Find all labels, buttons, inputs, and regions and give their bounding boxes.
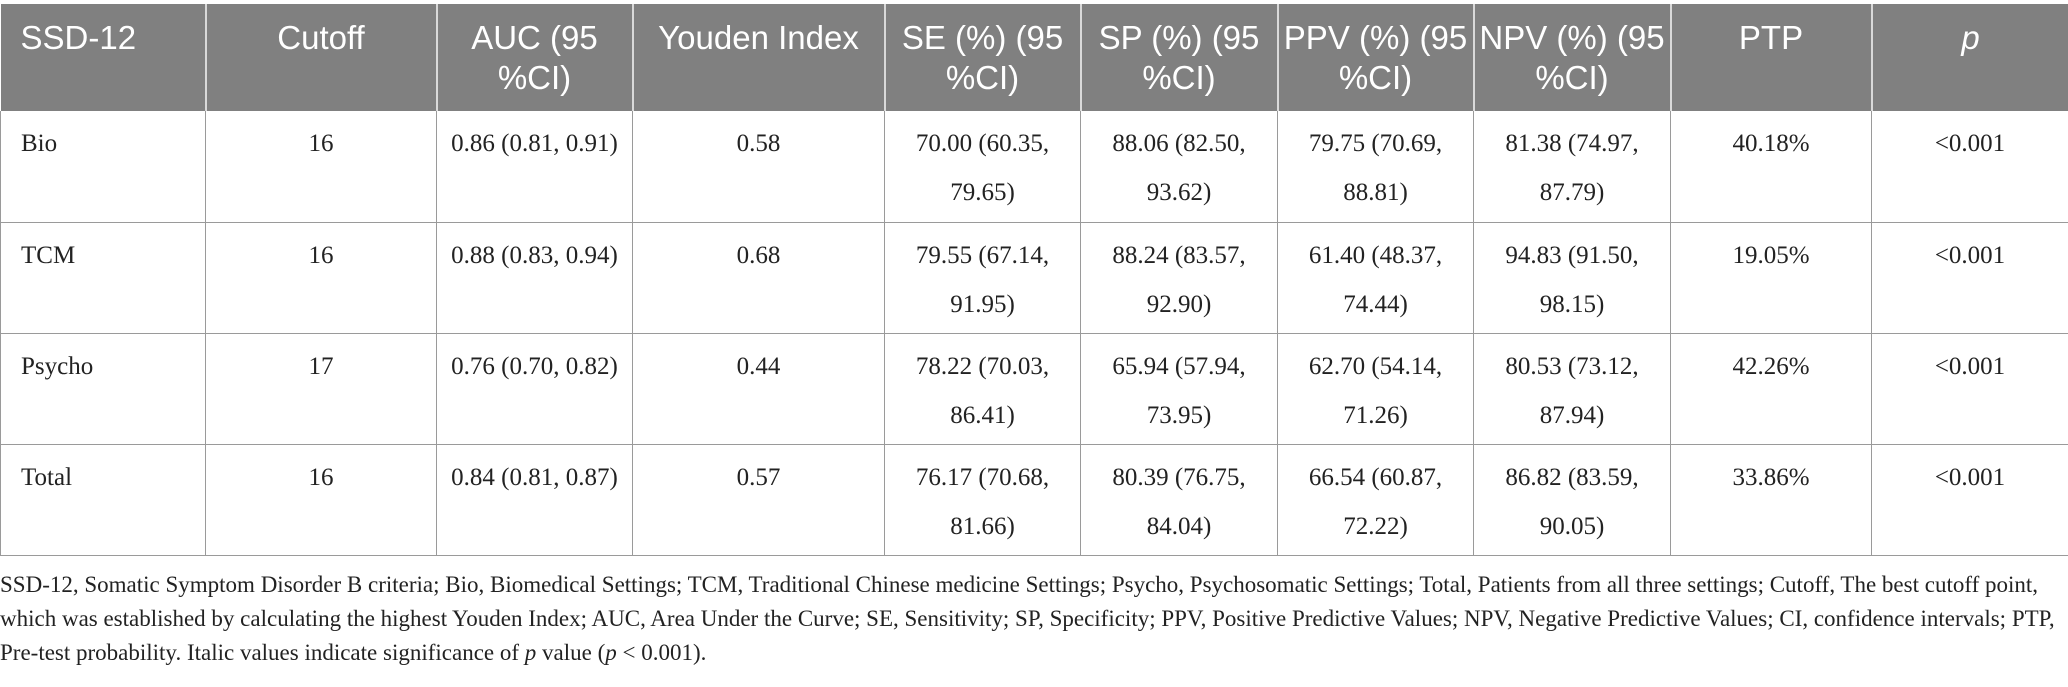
- cell-p: <0.001: [1871, 333, 2068, 445]
- cell-npv: 86.82 (83.59, 90.05): [1473, 444, 1671, 556]
- cell-cutoff: 16: [205, 444, 437, 556]
- cell-youden: 0.58: [632, 111, 885, 223]
- cell-setting: Psycho: [0, 333, 206, 445]
- cell-ptp: 40.18%: [1670, 111, 1872, 223]
- cell-sp: 88.06 (82.50, 93.62): [1080, 111, 1278, 223]
- header-ptp: PTP: [1669, 4, 1872, 111]
- cell-youden: 0.44: [632, 333, 885, 445]
- header-ssd12: SSD-12: [20, 19, 137, 56]
- cell-setting: Total: [0, 444, 206, 556]
- table-row: TCM 16 0.88 (0.83, 0.94) 0.68 79.55 (67.…: [0, 222, 2068, 334]
- cell-youden: 0.57: [632, 444, 885, 556]
- header-cutoff: Cutoff: [204, 4, 437, 111]
- header-auc: AUC (95 %CI): [435, 4, 633, 111]
- footnote-text: value (: [536, 640, 606, 665]
- cell-p: <0.001: [1871, 444, 2068, 556]
- cell-ppv: 61.40 (48.37, 74.44): [1277, 222, 1474, 334]
- cell-ppv: 79.75 (70.69, 88.81): [1277, 111, 1474, 223]
- table-row: Psycho 17 0.76 (0.70, 0.82) 0.44 78.22 (…: [0, 333, 2068, 445]
- cell-se: 78.22 (70.03, 86.41): [884, 333, 1081, 445]
- footnote-p-symbol: p: [605, 640, 617, 665]
- cell-ptp: 42.26%: [1670, 333, 1872, 445]
- table-row: Bio 16 0.86 (0.81, 0.91) 0.58 70.00 (60.…: [0, 111, 2068, 223]
- cell-p: <0.001: [1871, 111, 2068, 223]
- header-row: SSD-12 Cutoff AUC (95 %CI) Youden Index …: [0, 4, 2068, 111]
- cell-ppv: 62.70 (54.14, 71.26): [1277, 333, 1474, 445]
- header-p: p: [1870, 4, 2068, 111]
- cell-auc: 0.88 (0.83, 0.94): [436, 222, 633, 334]
- cell-npv: 80.53 (73.12, 87.94): [1473, 333, 1671, 445]
- diagnostic-accuracy-table: SSD-12 Cutoff AUC (95 %CI) Youden Index …: [0, 4, 2068, 556]
- cell-auc: 0.84 (0.81, 0.87): [436, 444, 633, 556]
- cell-npv: 94.83 (91.50, 98.15): [1473, 222, 1671, 334]
- header-se: SE (%) (95 %CI): [883, 4, 1081, 111]
- cell-ptp: 19.05%: [1670, 222, 1872, 334]
- cell-cutoff: 16: [205, 111, 437, 223]
- cell-sp: 65.94 (57.94, 73.95): [1080, 333, 1278, 445]
- footnote-text: SSD-12, Somatic Symptom Disorder B crite…: [0, 572, 2055, 665]
- cell-p: <0.001: [1871, 222, 2068, 334]
- header-ppv: PPV (%) (95 %CI): [1276, 4, 1474, 111]
- cell-sp: 80.39 (76.75, 84.04): [1080, 444, 1278, 556]
- cell-auc: 0.76 (0.70, 0.82): [436, 333, 633, 445]
- cell-se: 76.17 (70.68, 81.66): [884, 444, 1081, 556]
- table-row: Total 16 0.84 (0.81, 0.87) 0.57 76.17 (7…: [0, 444, 2068, 556]
- footnote-p-symbol: p: [524, 640, 537, 665]
- cell-ppv: 66.54 (60.87, 72.22): [1277, 444, 1474, 556]
- table-container: SSD-12 Cutoff AUC (95 %CI) Youden Index …: [0, 4, 2068, 556]
- header-youden: Youden Index: [631, 4, 885, 111]
- cell-ptp: 33.86%: [1670, 444, 1872, 556]
- cell-cutoff: 17: [205, 333, 437, 445]
- cell-npv: 81.38 (74.97, 87.79): [1473, 111, 1671, 223]
- cell-se: 79.55 (67.14, 91.95): [884, 222, 1081, 334]
- cell-youden: 0.68: [632, 222, 885, 334]
- cell-auc: 0.86 (0.81, 0.91): [436, 111, 633, 223]
- table-footnote: SSD-12, Somatic Symptom Disorder B crite…: [0, 568, 2060, 670]
- cell-cutoff: 16: [205, 222, 437, 334]
- header-npv: NPV (%) (95 %CI): [1472, 4, 1671, 111]
- footnote-text: < 0.001).: [616, 640, 707, 665]
- cell-setting: Bio: [0, 111, 206, 223]
- cell-setting: TCM: [0, 222, 206, 334]
- header-sp: SP (%) (95 %CI): [1079, 4, 1278, 111]
- cell-se: 70.00 (60.35, 79.65): [884, 111, 1081, 223]
- cell-sp: 88.24 (83.57, 92.90): [1080, 222, 1278, 334]
